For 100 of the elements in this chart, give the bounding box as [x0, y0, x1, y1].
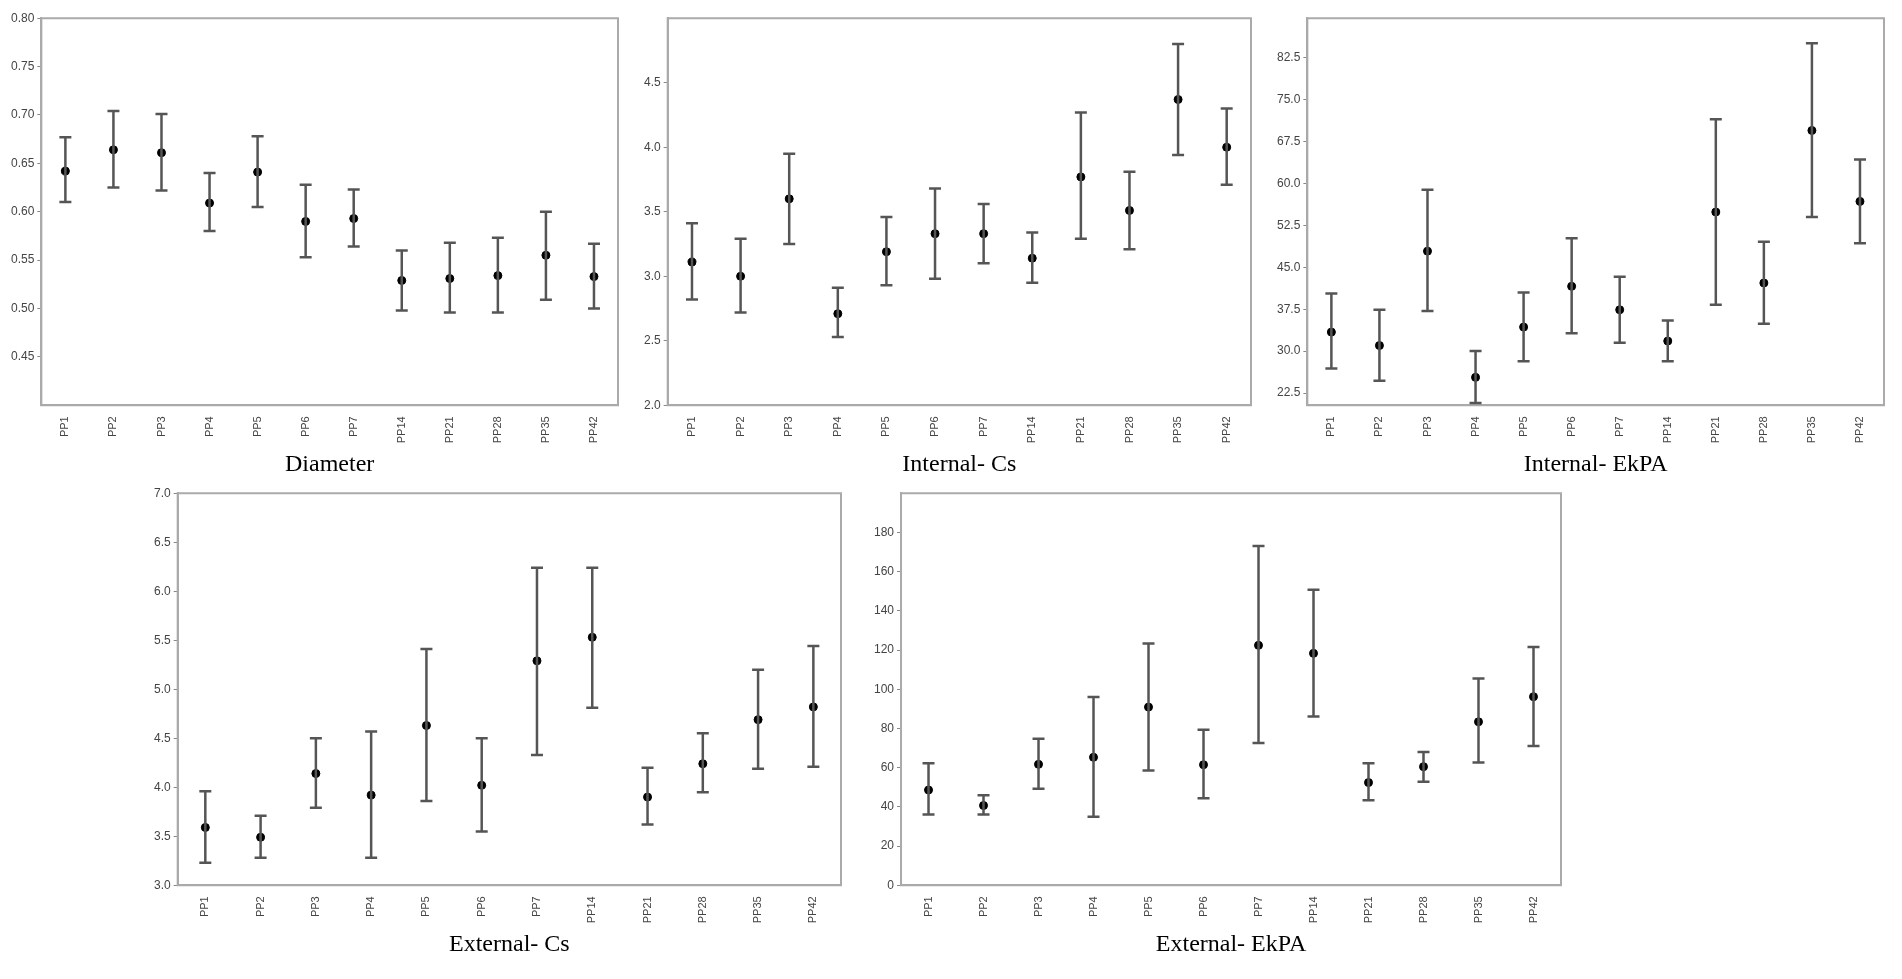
x-tick-label: PP3 — [1420, 416, 1433, 438]
x-tick-label: PP7 — [976, 416, 989, 438]
y-tick-label: 80 — [880, 720, 895, 735]
x-axis-title: External- Cs — [449, 929, 570, 956]
x-tick-label: PP1 — [685, 416, 698, 438]
x-tick-label: PP14 — [1306, 896, 1319, 924]
y-tick-label: 6.0 — [153, 583, 171, 598]
x-tick-label: PP14 — [585, 896, 598, 924]
x-tick-label: PP21 — [1073, 416, 1086, 444]
y-tick-label: 4.5 — [153, 730, 171, 745]
x-tick-label: PP1 — [921, 896, 934, 918]
y-tick-label: 60.0 — [1277, 175, 1301, 190]
y-tick-label: 120 — [873, 642, 895, 657]
x-tick-label: PP4 — [1086, 896, 1099, 918]
x-tick-label: PP21 — [1708, 416, 1721, 444]
x-tick-label: PP2 — [253, 896, 266, 918]
x-axis-title: Internal- EkPA — [1523, 449, 1669, 476]
x-tick-label: PP14 — [394, 416, 407, 444]
x-tick-label: PP42 — [1219, 416, 1232, 444]
y-tick-label: 5.0 — [153, 681, 171, 696]
y-tick-label: 0.80 — [11, 10, 35, 25]
x-tick-label: PP5 — [250, 416, 263, 438]
x-tick-label: PP28 — [695, 896, 708, 924]
y-tick-label: 0.50 — [11, 300, 35, 315]
x-tick-label: PP2 — [976, 896, 989, 918]
x-tick-label: PP5 — [879, 416, 892, 438]
x-tick-label: PP4 — [1468, 416, 1481, 438]
y-tick-label: 3.5 — [153, 828, 171, 843]
x-tick-label: PP4 — [830, 416, 843, 438]
y-tick-label: 3.0 — [153, 877, 171, 892]
x-tick-label: PP7 — [1612, 416, 1625, 438]
x-tick-label: PP2 — [106, 416, 119, 438]
x-tick-label: PP42 — [587, 416, 599, 444]
x-tick-label: PP3 — [1031, 896, 1044, 918]
y-tick-label: 140 — [873, 603, 895, 618]
x-tick-label: PP14 — [1660, 416, 1673, 444]
y-tick-label: 0.55 — [11, 252, 35, 267]
x-tick-label: PP35 — [1804, 416, 1817, 444]
y-tick-label: 0.70 — [11, 107, 35, 122]
x-tick-label: PP3 — [154, 416, 167, 438]
y-tick-label: 0.45 — [11, 349, 35, 364]
x-tick-label: PP5 — [419, 896, 432, 918]
x-tick-label: PP1 — [198, 896, 211, 918]
x-tick-label: PP7 — [346, 416, 359, 438]
x-tick-label: PP35 — [1471, 896, 1484, 924]
x-tick-label: PP2 — [733, 416, 746, 438]
y-tick-label: 5.5 — [153, 632, 171, 647]
y-tick-label: 82.5 — [1277, 50, 1301, 65]
y-tick-label: 22.5 — [1277, 385, 1301, 400]
y-tick-label: 180 — [873, 524, 895, 539]
y-tick-label: 7.0 — [153, 485, 171, 500]
x-tick-label: PP2 — [1372, 416, 1385, 438]
y-tick-label: 37.5 — [1277, 301, 1301, 316]
y-tick-label: 4.0 — [643, 139, 661, 154]
x-tick-label: PP6 — [1196, 896, 1209, 918]
x-tick-label: PP7 — [1251, 896, 1264, 918]
x-tick-label: PP28 — [1122, 416, 1135, 444]
x-tick-label: PP5 — [1141, 896, 1154, 918]
y-tick-label: 60 — [880, 759, 895, 774]
y-tick-label: 0 — [887, 877, 895, 892]
x-tick-label: PP1 — [58, 416, 71, 438]
x-tick-label: PP4 — [364, 896, 377, 918]
y-tick-label: 2.0 — [643, 397, 661, 412]
x-axis-title: Internal- Cs — [902, 449, 1017, 476]
x-tick-label: PP42 — [806, 896, 819, 924]
x-tick-label: PP3 — [308, 896, 321, 918]
x-tick-label: PP6 — [928, 416, 941, 438]
x-axis-title: Diameter — [285, 449, 375, 476]
x-tick-label: PP42 — [1853, 416, 1865, 444]
x-tick-label: PP35 — [1171, 416, 1184, 444]
y-tick-label: 6.5 — [153, 534, 171, 549]
y-tick-label: 0.75 — [11, 58, 35, 73]
y-tick-label: 0.60 — [11, 204, 35, 219]
y-tick-label: 4.0 — [153, 779, 171, 794]
x-tick-label: PP35 — [751, 896, 764, 924]
y-tick-label: 4.5 — [643, 75, 661, 90]
y-tick-label: 160 — [873, 563, 895, 578]
x-tick-label: PP28 — [1756, 416, 1769, 444]
y-tick-label: 30.0 — [1277, 343, 1301, 358]
x-tick-label: PP3 — [782, 416, 795, 438]
y-tick-label: 75.0 — [1277, 92, 1301, 107]
y-tick-label: 67.5 — [1277, 133, 1301, 148]
x-tick-label: PP7 — [530, 896, 543, 918]
y-tick-label: 3.5 — [643, 204, 661, 219]
y-tick-label: 2.5 — [643, 333, 661, 348]
y-tick-label: 100 — [873, 681, 895, 696]
y-tick-label: 40 — [880, 799, 895, 814]
x-tick-label: PP28 — [1416, 896, 1429, 924]
x-tick-label: PP42 — [1526, 896, 1539, 924]
x-tick-label: PP21 — [640, 896, 653, 924]
y-tick-label: 0.65 — [11, 155, 35, 170]
x-tick-label: PP4 — [202, 416, 215, 438]
x-tick-label: PP28 — [490, 416, 503, 444]
x-tick-label: PP1 — [1324, 416, 1337, 438]
x-tick-label: PP6 — [298, 416, 311, 438]
x-tick-label: PP6 — [474, 896, 487, 918]
x-tick-label: PP35 — [538, 416, 551, 444]
y-tick-label: 52.5 — [1277, 217, 1301, 232]
x-tick-label: PP21 — [1361, 896, 1374, 924]
y-tick-label: 45.0 — [1277, 259, 1301, 274]
